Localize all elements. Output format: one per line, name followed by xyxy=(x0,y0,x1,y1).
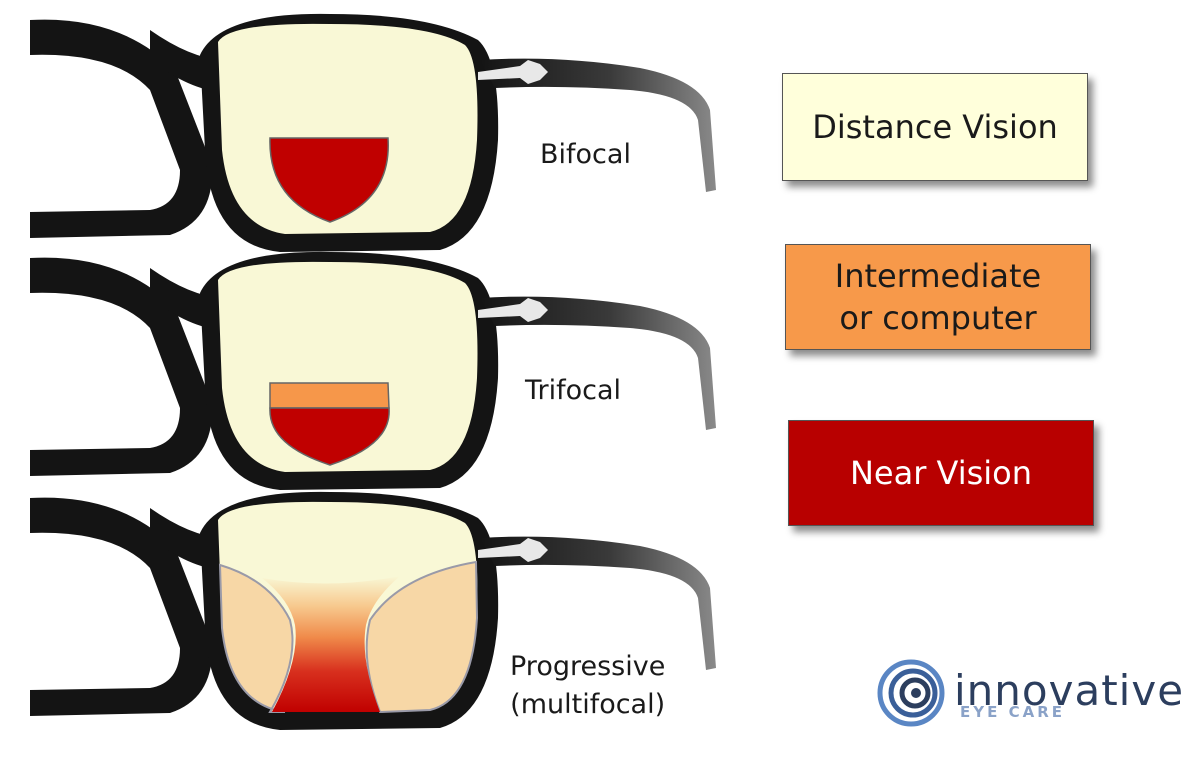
legend-near-vision: Near Vision xyxy=(788,420,1094,526)
progressive-corridor xyxy=(262,576,400,712)
trifocal-glasses xyxy=(30,251,716,490)
eyeglasses-illustration xyxy=(30,13,716,730)
legend-near-text: Near Vision xyxy=(849,454,1033,492)
progressive-glasses xyxy=(30,491,716,730)
progressive-label-line1: Progressive xyxy=(510,651,666,682)
progressive-label-line2: (multifocal) xyxy=(510,689,666,720)
intermediate-segment xyxy=(269,382,390,409)
innovative-eye-care-logo: innovative EYE CARE xyxy=(876,658,1183,728)
logo-rings-icon xyxy=(877,659,945,727)
near-segment xyxy=(269,407,390,466)
bifocal-glasses xyxy=(30,13,716,253)
legend-distance-text: Distance Vision xyxy=(812,108,1058,146)
trifocal-label: Trifocal xyxy=(525,375,622,406)
legend-intermediate-line1: Intermediate xyxy=(834,257,1042,295)
near-segment xyxy=(269,137,389,223)
progressive-label: Progressive (multifocal) xyxy=(510,648,665,724)
legend-distance-vision: Distance Vision xyxy=(782,73,1088,181)
peripheral-zone-left xyxy=(218,563,294,713)
legend-intermediate: Intermediate or computer xyxy=(785,244,1091,350)
bifocal-label: Bifocal xyxy=(540,139,631,170)
peripheral-zone-right xyxy=(365,560,479,714)
temple-arm xyxy=(480,58,716,192)
logo-subtitle: EYE CARE xyxy=(960,703,1065,721)
legend-intermediate-line2: or computer xyxy=(839,299,1037,337)
logo-wordmark: innovative xyxy=(954,666,1185,715)
